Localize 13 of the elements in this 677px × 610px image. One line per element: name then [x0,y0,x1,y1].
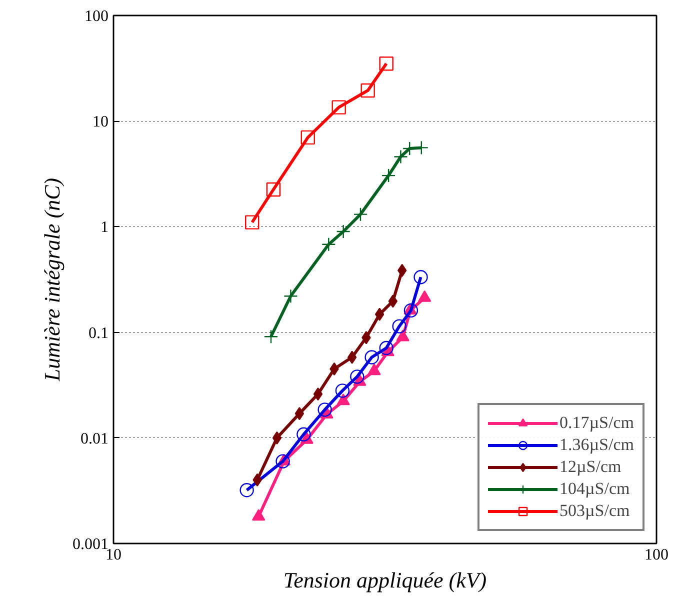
legend-label: 1.36µS/cm [560,435,634,455]
legend-label: 12µS/cm [560,457,622,477]
y-tick-label: 0.1 [88,324,108,342]
y-tick-label: 0.001 [72,536,108,553]
y-tick-label: 1 [100,219,108,236]
x-axis-title: Tension appliquée (kV) [283,568,487,592]
legend-label: 0.17µS/cm [560,413,634,433]
y-axis-title: Lumière intégrale (nC) [40,178,64,382]
legend-label: 104µS/cm [560,479,630,499]
y-tick-label: 100 [84,8,108,25]
legend-label: 503µS/cm [560,501,630,521]
y-tick-label: 0.01 [80,430,108,448]
y-tick-label: 10 [92,114,108,131]
